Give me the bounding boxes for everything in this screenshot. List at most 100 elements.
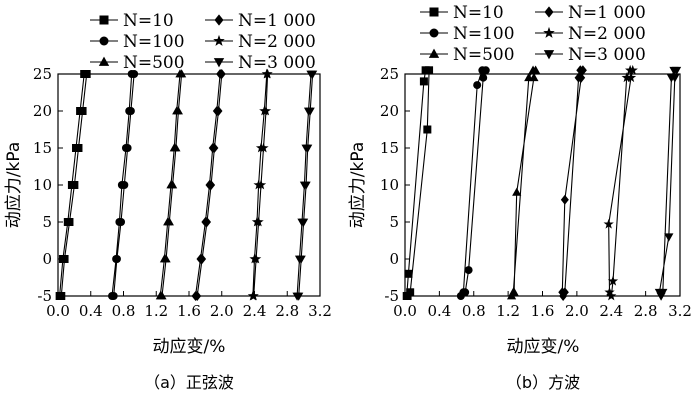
chart-b-xlabel: 动应变/% [507, 337, 580, 357]
chart-b-xtick-label: 2.8 [634, 302, 658, 320]
chart-b-series-line [511, 69, 537, 297]
chart-b-series-line [658, 69, 678, 297]
chart-a-data-point [193, 291, 202, 301]
chart-a-series-1 [55, 70, 91, 300]
chart-b-series-4 [558, 65, 587, 301]
chart-b-xtick-label: 0.8 [462, 302, 486, 320]
chart-a-legend-label: N=500 [123, 53, 185, 73]
chart-b-data-point [403, 292, 412, 300]
chart-a-xtick-label: 1.6 [177, 302, 201, 320]
chart-b-legend-label: N=2 000 [568, 24, 646, 44]
chart-a-ytick-label: 15 [33, 139, 52, 157]
chart-b-ylabel: 动应力/kPa [348, 142, 368, 228]
chart-b-data-point [604, 286, 615, 297]
chart-b-ytick-label: 5 [389, 213, 399, 231]
chart-b-data-point [512, 187, 522, 196]
chart-a-data-point [251, 253, 262, 264]
chart-a-data-point [65, 218, 74, 226]
chart-a-data-point [112, 255, 121, 263]
chart-b-xtick-label: 0.4 [427, 302, 451, 320]
chart-b-data-point [625, 72, 637, 83]
chart-b-ticks: 0.0 0.4 0.8 1.2 1.6 2.0 2.4 2.8 3.2 -5 0 5 10 15 20 25 [380, 65, 692, 320]
chart-b-data-point [404, 269, 413, 278]
chart-a-xtick-label: 0.4 [79, 302, 103, 320]
chart-a-data-point [117, 218, 126, 226]
chart-a-ytick-label: 10 [33, 176, 52, 194]
chart-b-legend-label: N=1 000 [568, 3, 646, 23]
chart-b-legend-label: N=10 [453, 3, 504, 23]
chart-a-legend-label: N=2 000 [238, 32, 316, 52]
chart-b-data-point [578, 65, 587, 76]
chart-a-data-point [248, 290, 259, 301]
chart-b-series-line [460, 69, 487, 297]
chart-b-data-point [464, 266, 473, 275]
chart-a-data-point [168, 180, 178, 189]
chart-b-data-point [671, 66, 682, 76]
chart-b-legend-marker [544, 6, 554, 18]
chart-a-data-point [305, 107, 315, 116]
chart-b-data-point [670, 74, 680, 83]
chart-a-series-4 [191, 69, 226, 301]
chart-b-data-point [607, 275, 619, 286]
chart-b-legend-label: N=3 000 [568, 45, 646, 65]
chart-a-legend-item: N=500 [90, 53, 185, 73]
chart-a-data-point [171, 143, 181, 152]
chart-b-legend-marker [543, 50, 555, 60]
chart-a-xtick-label: 0.8 [112, 302, 136, 320]
chart-b-data-point [509, 287, 519, 296]
chart-a-xtick-label: 1.2 [144, 302, 168, 320]
chart-a-data-point [157, 291, 167, 300]
chart-b-xtick-label: 2.4 [599, 302, 623, 320]
chart-a-data-point [130, 70, 139, 78]
chart-b-xtick-label: 2.0 [565, 302, 589, 320]
chart-b-series [402, 64, 682, 301]
chart-a-legend-marker [99, 36, 109, 46]
chart-a-data-point [258, 142, 269, 153]
chart-b: 0.0 0.4 0.8 1.2 1.6 2.0 2.4 2.8 3.2-50510152025 … [348, 3, 692, 392]
chart-b-caption: （b）方波 [506, 373, 580, 392]
chart-b-legend-label: N=500 [453, 45, 515, 65]
chart-a-series [55, 68, 318, 301]
chart-a-data-point [308, 70, 318, 79]
chart-b-data-point [479, 73, 488, 82]
chart-a-legend-label: N=3 000 [238, 53, 316, 73]
chart-b-series-1 [402, 66, 434, 300]
chart-a-frame [57, 73, 321, 297]
chart-a-legend-item: N=100 [90, 32, 185, 52]
chart-a-legend-label: N=100 [123, 32, 185, 52]
chart-b-data-point [461, 288, 470, 297]
chart-b-data-point [560, 194, 569, 205]
chart-b-ytick-label: -5 [384, 287, 399, 305]
chart-b-series-line [406, 69, 430, 297]
chart-b-ytick-label: 15 [380, 139, 399, 157]
chart-a-data-point [260, 105, 272, 116]
chart-a-xtick-label: 2.4 [243, 302, 267, 320]
chart-b-data-point [621, 72, 632, 83]
chart-a-ytick-label: -5 [37, 287, 52, 305]
chart-a-ylabel: 动应力/kPa [4, 142, 24, 228]
chart-a-data-point [253, 216, 264, 227]
chart-b-data-point [627, 64, 638, 75]
chart-b-series-line [608, 69, 634, 297]
chart-b-legend-marker [429, 7, 439, 17]
chart-b-data-point [577, 72, 586, 83]
chart-a: 0.0 0.4 0.8 1.2 1.6 2.0 2.4 2.8 3.2-50510152025 … [4, 11, 332, 392]
chart-a-legend-item: N=1 000 [205, 11, 316, 31]
chart-a-data-point [203, 217, 212, 227]
chart-a-xlabel: 动应变/% [153, 337, 226, 357]
chart-b-data-point [531, 65, 541, 74]
chart-b-data-point [481, 66, 490, 75]
chart-a-data-point [210, 143, 219, 153]
chart-a-data-point [74, 144, 83, 152]
chart-a-data-point [177, 69, 187, 78]
chart-a-data-point [303, 144, 313, 153]
chart-a-series-3 [155, 69, 187, 300]
chart-a-data-point [198, 254, 207, 264]
chart-b-series-2 [456, 66, 490, 300]
chart-a-data-point [120, 181, 129, 189]
chart-b-legend-item: N=2 000 [535, 24, 646, 44]
chart-a-xtick-label: 0.0 [46, 302, 70, 320]
